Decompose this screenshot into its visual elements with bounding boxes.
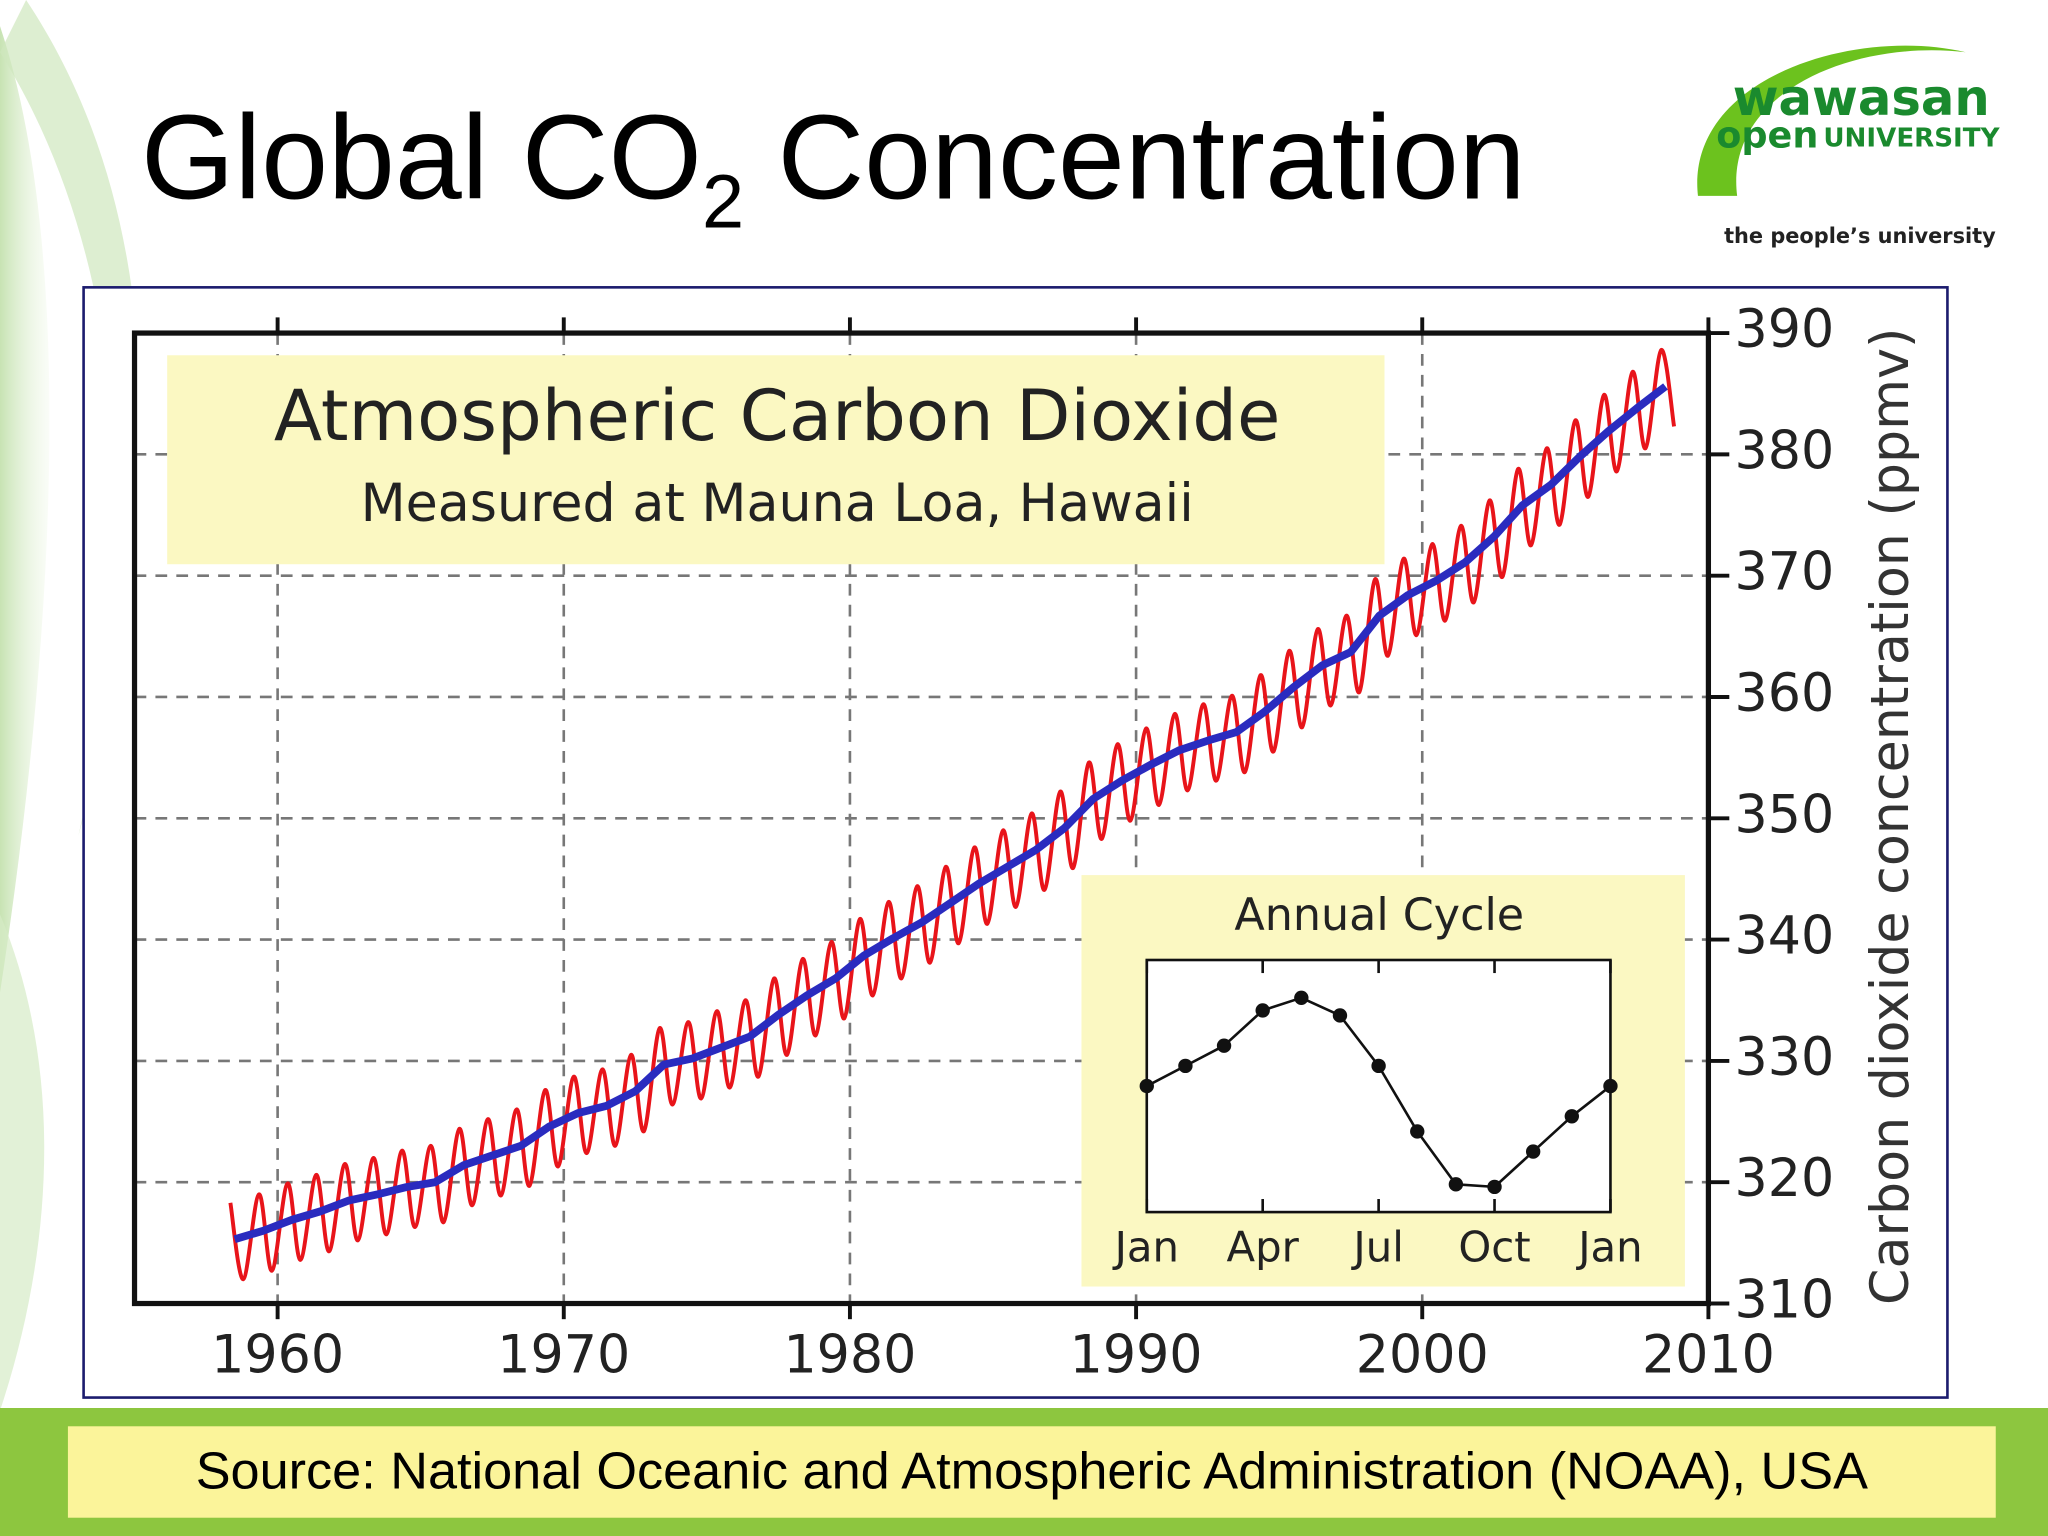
logo-swoosh [1697, 45, 1966, 196]
x-tick-label: 1980 [783, 1325, 916, 1385]
data-point [1139, 1078, 1154, 1094]
y-tick-label: 330 [1735, 1028, 1835, 1088]
x-tick-label: 1960 [211, 1325, 344, 1385]
logo-text: UNIVERSITY [1823, 123, 2000, 153]
y-tick-label: 360 [1735, 664, 1835, 724]
data-point [1410, 1124, 1425, 1139]
x-tick-label: Jan [1112, 1222, 1179, 1271]
leaf-decoration [0, 0, 141, 1411]
data-point [1603, 1078, 1618, 1094]
chart-title: Atmospheric Carbon Dioxide [274, 375, 1281, 457]
x-tick-label: Oct [1458, 1222, 1530, 1271]
data-point [1216, 1038, 1232, 1053]
x-tick-label: Jan [1575, 1222, 1642, 1271]
data-point [1294, 990, 1309, 1005]
y-tick-label: 370 [1735, 543, 1835, 603]
logo-tagline: the people’s university [1724, 224, 1996, 248]
y-tick-label: 340 [1735, 907, 1835, 967]
y-tick-label: 350 [1735, 785, 1835, 845]
x-tick-label: Jul [1350, 1222, 1403, 1271]
x-tick-label: 1970 [497, 1325, 630, 1385]
logo-text: open [1716, 114, 1818, 157]
y-tick-label: 380 [1735, 421, 1835, 481]
x-tick-label: 1990 [1070, 1325, 1203, 1385]
data-point [1525, 1144, 1541, 1159]
series-group [233, 383, 1668, 1243]
plot-data [228, 348, 1677, 1282]
x-tick-label: 2010 [1642, 1325, 1775, 1385]
inset: Annual Cycle Jan Apr Jul Oct Jan [1081, 875, 1685, 1287]
data-point [1371, 1058, 1386, 1074]
data-line [233, 383, 1668, 1243]
x-tick-label: 2000 [1356, 1325, 1489, 1385]
x-tick-label: Apr [1227, 1222, 1300, 1271]
data-point [1448, 1177, 1464, 1192]
source-box [67, 1426, 1996, 1518]
chart-subtitle: Measured at Mauna Loa, Hawaii [361, 474, 1194, 534]
y-tick-label: 390 [1735, 300, 1835, 360]
data-point [1564, 1109, 1579, 1124]
inset-title: Annual Cycle [1234, 890, 1524, 941]
y-tick-label: 320 [1735, 1149, 1835, 1209]
data-line [228, 348, 1677, 1282]
data-point [1255, 1003, 1270, 1018]
data-point [1332, 1008, 1348, 1023]
source-text: Source: National Oceanic and Atmospheric… [196, 1442, 1868, 1500]
y-axis-label: Carbon dioxide concentration (ppmv) [1861, 328, 1921, 1305]
title-box [167, 355, 1385, 565]
y-tick-label: 310 [1735, 1271, 1835, 1331]
inset-frame [1145, 958, 1612, 1214]
data-point [1178, 1058, 1193, 1074]
slide-title: Global CO2 Concentration [141, 91, 1526, 245]
logo-text: wawasan [1733, 69, 1990, 127]
axes: Carbon dioxide concentration (ppmv) 1960… [131, 300, 1921, 1385]
data-point [1487, 1179, 1502, 1195]
chart-title-box: Atmospheric Carbon Dioxide Measured at M… [167, 355, 1385, 565]
logo: wawasan open UNIVERSITY the people’s uni… [1697, 45, 2001, 248]
